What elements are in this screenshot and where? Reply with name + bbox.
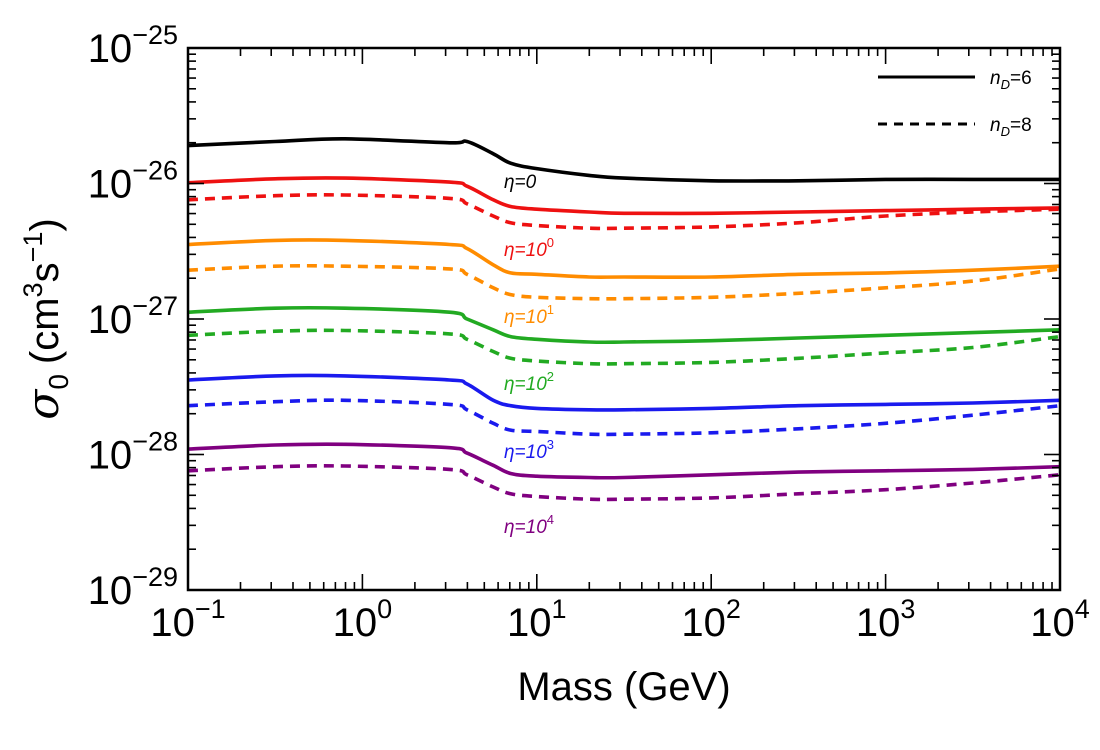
eta-labels: η=0 η=100 η=101 η=102 η=103 η=104 [504, 172, 554, 538]
series-line-7 [187, 373, 1061, 412]
legend: nD=6 nD=8 [878, 68, 1032, 139]
y-axis-label: σ0 (cm3s−1) [18, 218, 74, 419]
ticks-layer [187, 47, 1061, 591]
series-line-3 [187, 238, 1061, 279]
eta-label-4: η=103 [504, 437, 554, 463]
series-line-9 [187, 442, 1061, 480]
x-tick-label: 100 [333, 594, 393, 645]
y-label-subscript: 0 [43, 374, 74, 390]
x-tick-label: 10−1 [150, 594, 225, 645]
y-label-power-1: 3 [18, 282, 48, 297]
y-tick-label: 10−25 [88, 20, 178, 71]
series-line-4 [187, 263, 1061, 301]
y-tick-label: 10−29 [88, 562, 178, 613]
x-tick-label: 104 [1030, 594, 1090, 645]
y-label-units-end: ) [23, 218, 67, 231]
series-line-8 [187, 398, 1061, 437]
y-tick-label: 10−27 [88, 291, 178, 342]
y-label-units-mid: s [23, 262, 67, 282]
axes-frame [186, 46, 1062, 592]
eta-label-5: η=104 [504, 512, 554, 538]
tick-labels: 10−1 100 101 102 103 104 10−25 10−26 10−27 10−28 1… [88, 20, 1090, 645]
x-tick-label: 103 [856, 594, 916, 645]
svg-text:σ0(cm3s−1): σ0 (cm3s−1) [18, 218, 74, 419]
eta-label-3: η=102 [504, 369, 554, 395]
series-line-10 [187, 464, 1061, 502]
legend-label-nd8: nD=8 [990, 115, 1032, 139]
eta-label-2: η=101 [504, 302, 554, 328]
y-label-units: (cm [23, 297, 67, 364]
series-line-6 [187, 328, 1061, 366]
eta-label-1: η=100 [504, 235, 554, 261]
series-line-2 [187, 193, 1061, 231]
y-label-power-2: −1 [18, 232, 48, 263]
x-tick-label: 102 [681, 594, 741, 645]
eta-label-0: η=0 [504, 172, 537, 193]
y-tick-label: 10−28 [88, 427, 178, 478]
y-label-symbol: σ [18, 388, 69, 420]
series-line-0 [187, 136, 1060, 183]
series-line-1 [187, 176, 1061, 216]
plot-layer [187, 136, 1061, 502]
series-line-5 [187, 305, 1061, 345]
y-tick-label: 10−26 [88, 156, 178, 207]
x-axis-label: Mass (GeV) [517, 665, 730, 709]
legend-label-nd6: nD=6 [990, 68, 1032, 92]
x-tick-label: 101 [507, 594, 567, 645]
